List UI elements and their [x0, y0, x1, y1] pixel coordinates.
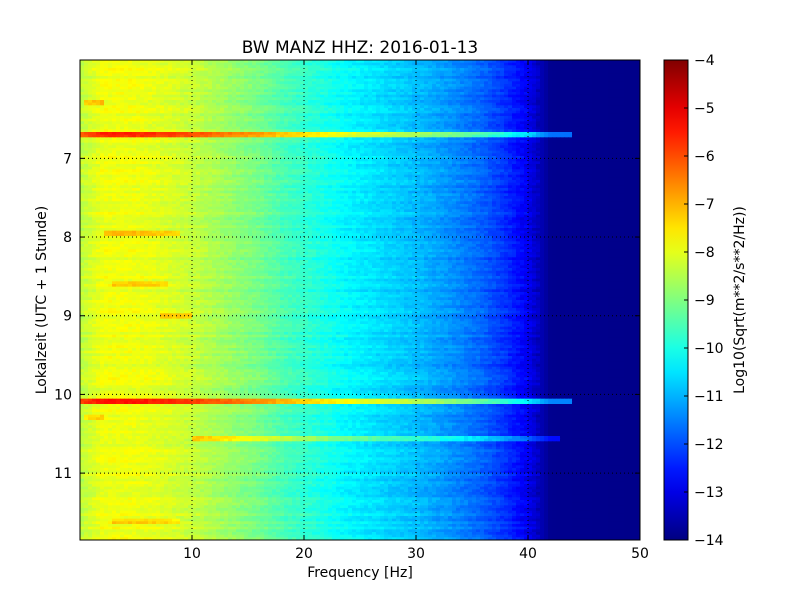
- chart-title: BW MANZ HHZ: 2016-01-13: [242, 38, 478, 58]
- spectrogram-image: [80, 60, 641, 541]
